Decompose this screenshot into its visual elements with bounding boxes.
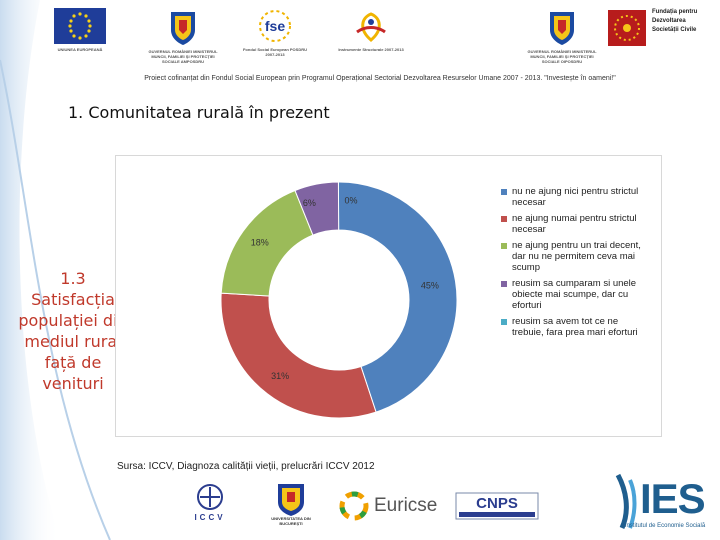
euricse-logo-icon	[338, 490, 370, 522]
legend-label: reusim sa avem tot ce ne trebuie, fara p…	[512, 316, 651, 338]
logo-structural-instruments: Instrumente Structurale 2007-2013	[338, 8, 404, 52]
logo-cnps: CNPS	[455, 492, 539, 520]
logo-caption: Fondul Social European POSDRU 2007-2013	[242, 47, 308, 57]
fse-logo-icon: fse	[257, 8, 293, 44]
structural-instruments-icon	[351, 8, 391, 44]
logo-civil-society-foundation: Fundația pentru Dezvoltarea Societății C…	[606, 8, 704, 48]
ies-logo-subtitle: Institutul de Economie Socială	[610, 523, 720, 529]
logo-caption: Euricse	[374, 495, 437, 517]
legend-swatch	[501, 243, 507, 249]
legend-label: ne ajung pentru un trai decent, dar nu n…	[512, 240, 651, 273]
legend-item: ne ajung numai pentru strictul necesar	[501, 213, 651, 235]
slice-value-label: 31%	[271, 371, 289, 381]
logo-university-bucharest: UNIVERSITATEA DIN BUCUREȘTI	[268, 482, 314, 526]
logo-ministry: GUVERNUL ROMÂNIEI MINISTERUL MUNCII, FAM…	[526, 8, 598, 64]
source-note: Sursa: ICCV, Diagnoza calității vieții, …	[117, 461, 375, 472]
ies-logo-text: IES	[640, 475, 705, 523]
legend-item: ne ajung pentru un trai decent, dar nu n…	[501, 240, 651, 273]
legend-label: nu ne ajung nici pentru strictul necesar	[512, 186, 651, 208]
legend-item: reusim sa cumparam si unele obiecte mai …	[501, 278, 651, 311]
income-satisfaction-chart: 45% 31% 18% 6% 0% nu ne ajung nici pentru st…	[115, 155, 662, 437]
slice-value-label: 45%	[421, 281, 439, 291]
iccv-logo-icon	[188, 483, 232, 513]
legend-swatch	[501, 281, 507, 287]
logo-caption: UNIUNEA EUROPEANĂ	[50, 47, 110, 52]
project-cofinancing-line: Proiect cofinanțat din Fondul Social Eur…	[80, 75, 680, 82]
civil-society-foundation-icon	[606, 8, 648, 48]
header-logo-bar: UNIUNEA EUROPEANĂ GUVERNUL ROMÂNIEI MINI…	[0, 0, 720, 75]
eu-flag-icon	[54, 8, 106, 44]
slide-subtitle: 1.3 Satisfacția populației din mediul ru…	[18, 268, 128, 394]
slice-value-label: 6%	[303, 198, 316, 208]
logo-government: GUVERNUL ROMÂNIEI MINISTERUL MUNCII, FAM…	[148, 8, 218, 64]
logo-caption: GUVERNUL ROMÂNIEI MINISTERUL MUNCII, FAM…	[148, 49, 218, 64]
logo-caption: Instrumente Structurale 2007-2013	[338, 47, 404, 52]
legend-label: ne ajung numai pentru strictul necesar	[512, 213, 651, 235]
legend-swatch	[501, 319, 507, 325]
romania-coat-of-arms-icon	[547, 8, 577, 46]
svg-text:fse: fse	[265, 18, 285, 34]
legend-item: nu ne ajung nici pentru strictul necesar	[501, 186, 651, 208]
university-bucharest-crest-icon	[276, 482, 306, 516]
logo-caption: UNIVERSITATEA DIN BUCUREȘTI	[268, 516, 314, 526]
logo-eu: UNIUNEA EUROPEANĂ	[50, 8, 110, 52]
slice-value-label: 18%	[251, 237, 269, 247]
logo-caption: Fundația pentru Dezvoltarea Societății C…	[652, 8, 704, 35]
donut-slice	[221, 293, 376, 418]
logo-euricse: Euricse	[338, 490, 437, 522]
ies-drops-icon	[608, 470, 642, 530]
slice-value-label: 0%	[344, 196, 357, 206]
legend-item: reusim sa avem tot ce ne trebuie, fara p…	[501, 316, 651, 338]
legend-label: reusim sa cumparam si unele obiecte mai …	[512, 278, 651, 311]
logo-caption: GUVERNUL ROMÂNIEI MINISTERUL MUNCII, FAM…	[526, 49, 598, 64]
legend-swatch	[501, 216, 507, 222]
chart-legend: nu ne ajung nici pentru strictul necesar…	[501, 186, 651, 343]
logo-fse: fse Fondul Social European POSDRU 2007-2…	[242, 8, 308, 57]
logo-caption: CNPS	[455, 495, 539, 512]
page-title: 1. Comunitatea rurală în prezent	[68, 103, 330, 122]
romania-coat-of-arms-icon	[168, 8, 198, 46]
legend-swatch	[501, 189, 507, 195]
logo-iccv: ICCV	[188, 483, 232, 522]
logo-caption: ICCV	[194, 513, 225, 522]
